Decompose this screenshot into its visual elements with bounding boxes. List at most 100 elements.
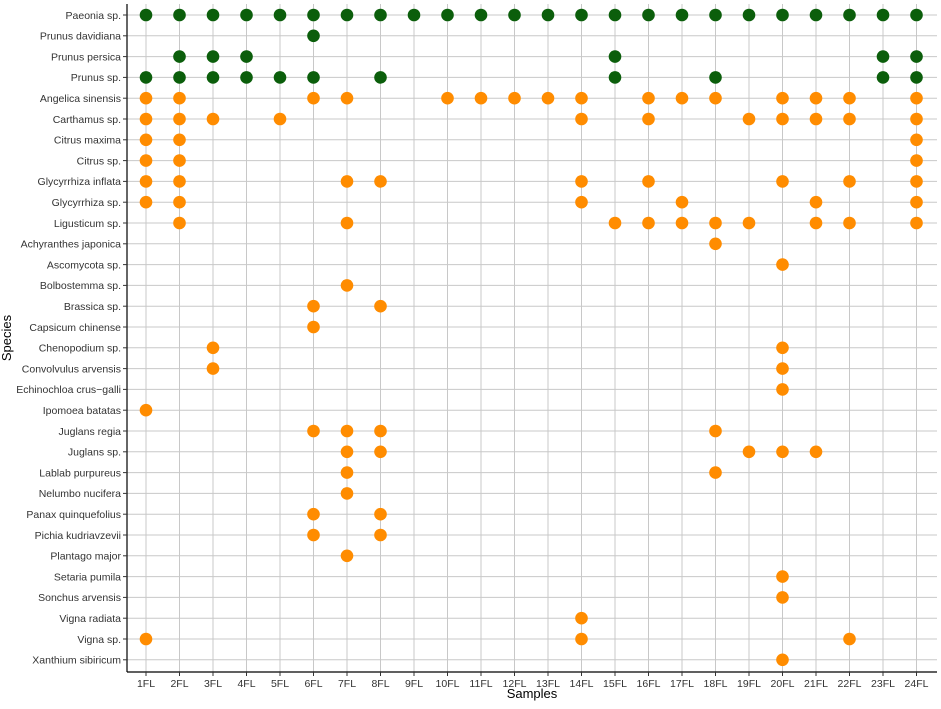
data-point — [575, 8, 588, 22]
data-point — [876, 50, 890, 63]
y-tick-label: Vigna sp. — [77, 634, 121, 646]
data-point — [508, 91, 521, 105]
data-point — [910, 195, 923, 209]
data-point — [843, 91, 856, 105]
data-point — [340, 91, 354, 105]
data-point — [307, 8, 320, 22]
y-tick-label: Juglans regia — [59, 426, 122, 438]
data-point — [340, 8, 354, 22]
y-tick-label: Ligusticum sp. — [54, 218, 121, 230]
data-point — [776, 653, 789, 667]
data-point — [776, 341, 789, 355]
data-point — [709, 71, 722, 84]
data-point — [675, 195, 689, 209]
data-point — [843, 632, 856, 646]
data-point — [374, 175, 387, 188]
data-point — [843, 175, 856, 188]
x-tick-label: 12FL — [503, 678, 527, 690]
y-tick-label: Prunus persica — [51, 51, 121, 63]
data-point — [608, 216, 622, 230]
data-point — [910, 91, 923, 105]
y-tick-label: Paeonia sp. — [66, 10, 121, 22]
x-tick-label: 15FL — [603, 678, 627, 690]
data-point — [608, 71, 622, 84]
x-tick-label: 24FL — [905, 678, 929, 690]
data-point — [876, 71, 890, 84]
data-point — [407, 8, 421, 22]
data-point — [374, 8, 387, 22]
y-tick-label: Bolbostemma sp. — [40, 280, 121, 292]
y-tick-label: Panax quinquefolius — [26, 509, 121, 521]
x-tick-label: 18FL — [704, 678, 728, 690]
data-point — [809, 445, 823, 459]
data-point — [776, 258, 789, 271]
data-point — [139, 91, 153, 105]
data-point — [173, 133, 186, 147]
data-point — [910, 50, 923, 63]
y-tick-label: Lablab purpureus — [39, 467, 121, 479]
x-tick-label: 5FL — [271, 678, 289, 690]
data-point — [206, 362, 220, 375]
data-point — [240, 8, 253, 22]
y-tick-label: Vigna radiata — [59, 613, 121, 625]
data-point — [575, 91, 588, 105]
y-tick-label: Citrus maxima — [54, 135, 121, 147]
axes — [126, 4, 937, 673]
y-tick-label: Echinochloa crus−galli — [16, 384, 121, 396]
data-point — [307, 299, 320, 313]
data-point — [139, 154, 153, 167]
data-point — [843, 8, 856, 22]
data-point — [575, 632, 588, 646]
data-point — [206, 8, 220, 22]
data-point — [575, 112, 588, 126]
x-tick-label: 20FL — [771, 678, 795, 690]
data-point — [173, 50, 186, 63]
y-tick-label: Convolvulus arvensis — [22, 363, 121, 375]
data-point — [139, 112, 153, 126]
data-point — [474, 91, 488, 105]
data-point — [809, 8, 823, 22]
data-point — [776, 591, 789, 604]
x-tick-label: 3FL — [204, 678, 222, 690]
data-point — [910, 216, 923, 230]
x-tick-label: 17FL — [670, 678, 694, 690]
data-point — [642, 8, 655, 22]
data-point — [441, 91, 454, 105]
data-point — [776, 383, 789, 396]
data-point — [340, 445, 354, 459]
data-point — [776, 445, 789, 459]
data-point — [173, 195, 186, 209]
data-point — [173, 175, 186, 188]
data-point — [273, 71, 287, 84]
data-point — [642, 112, 655, 126]
data-point — [843, 216, 856, 230]
data-point — [340, 279, 354, 292]
x-tick-label: 19FL — [737, 678, 761, 690]
data-point — [340, 216, 354, 230]
data-point — [910, 175, 923, 188]
y-tick-label: Prunus davidiana — [40, 31, 121, 43]
data-point — [910, 112, 923, 126]
data-point — [273, 8, 287, 22]
y-tick-label: Prunus sp. — [71, 72, 121, 84]
data-point — [709, 8, 722, 22]
data-point — [340, 424, 354, 438]
y-tick-label: Glycyrrhiza sp. — [52, 197, 121, 209]
data-point — [340, 549, 354, 563]
y-tick-label: Ipomoea batatas — [43, 405, 121, 417]
data-point — [139, 403, 153, 417]
data-point — [374, 507, 387, 521]
data-point — [273, 112, 287, 126]
data-point — [139, 195, 153, 209]
data-point — [776, 8, 789, 22]
x-tick-label: 8FL — [371, 678, 389, 690]
x-tick-label: 2FL — [170, 678, 188, 690]
data-point — [374, 299, 387, 313]
data-point — [139, 632, 153, 646]
x-tick-label: 23FL — [871, 678, 895, 690]
data-point — [307, 71, 320, 84]
data-point — [374, 424, 387, 438]
data-point — [843, 112, 856, 126]
